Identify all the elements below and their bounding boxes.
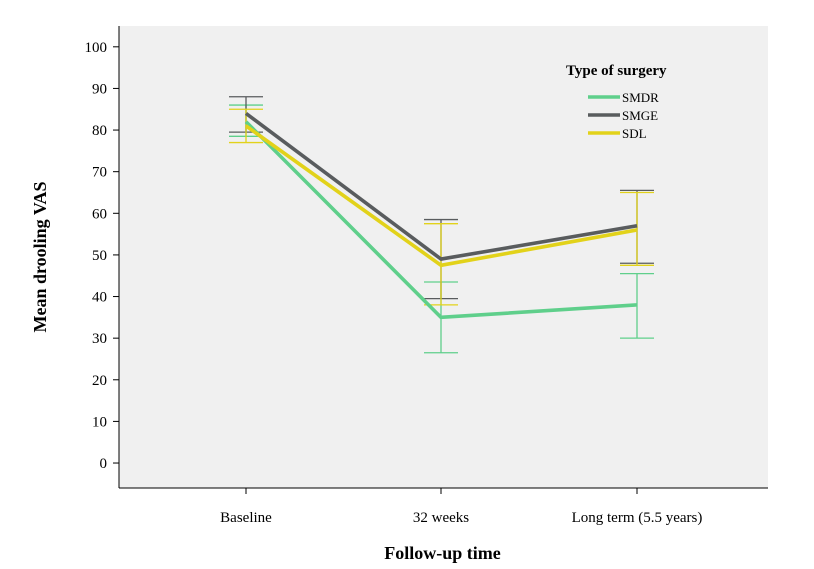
y-tick-label: 80 [92, 123, 107, 139]
series-line-smdr [244, 120, 638, 320]
legend-label-sdl: SDL [622, 126, 647, 141]
x-tick-label: Baseline [220, 510, 272, 526]
y-tick-label: 20 [92, 373, 107, 389]
y-tick-label: 10 [92, 414, 107, 430]
y-tick-label: 50 [92, 248, 107, 264]
x-axis-title: Follow-up time [384, 543, 501, 563]
y-tick-label: 30 [92, 331, 107, 347]
y-tick-label: 60 [92, 206, 107, 222]
legend-label-smdr: SMDR [622, 90, 659, 105]
y-tick-label: 100 [85, 40, 108, 56]
y-axis-title: Mean drooling VAS [30, 181, 50, 332]
y-axis: 0 10 20 30 40 50 60 70 80 90 100 [85, 26, 120, 488]
x-tick-label: 32 weeks [413, 510, 469, 526]
y-tick-label: 70 [92, 165, 107, 181]
y-tick-label: 90 [92, 81, 107, 97]
legend-title: Type of surgery [566, 63, 667, 79]
series-line-smge [244, 111, 638, 261]
y-tick-label: 0 [100, 456, 108, 472]
legend: Type of surgery SMDR SMGE SDL [566, 63, 667, 141]
x-axis: Baseline 32 weeks Long term (5.5 years) [119, 487, 768, 526]
legend-label-smge: SMGE [622, 108, 658, 123]
series-line-sdl [244, 124, 638, 268]
y-tick-label: 40 [92, 290, 107, 306]
x-tick-label: Long term (5.5 years) [572, 510, 703, 526]
series-lines [244, 111, 638, 320]
